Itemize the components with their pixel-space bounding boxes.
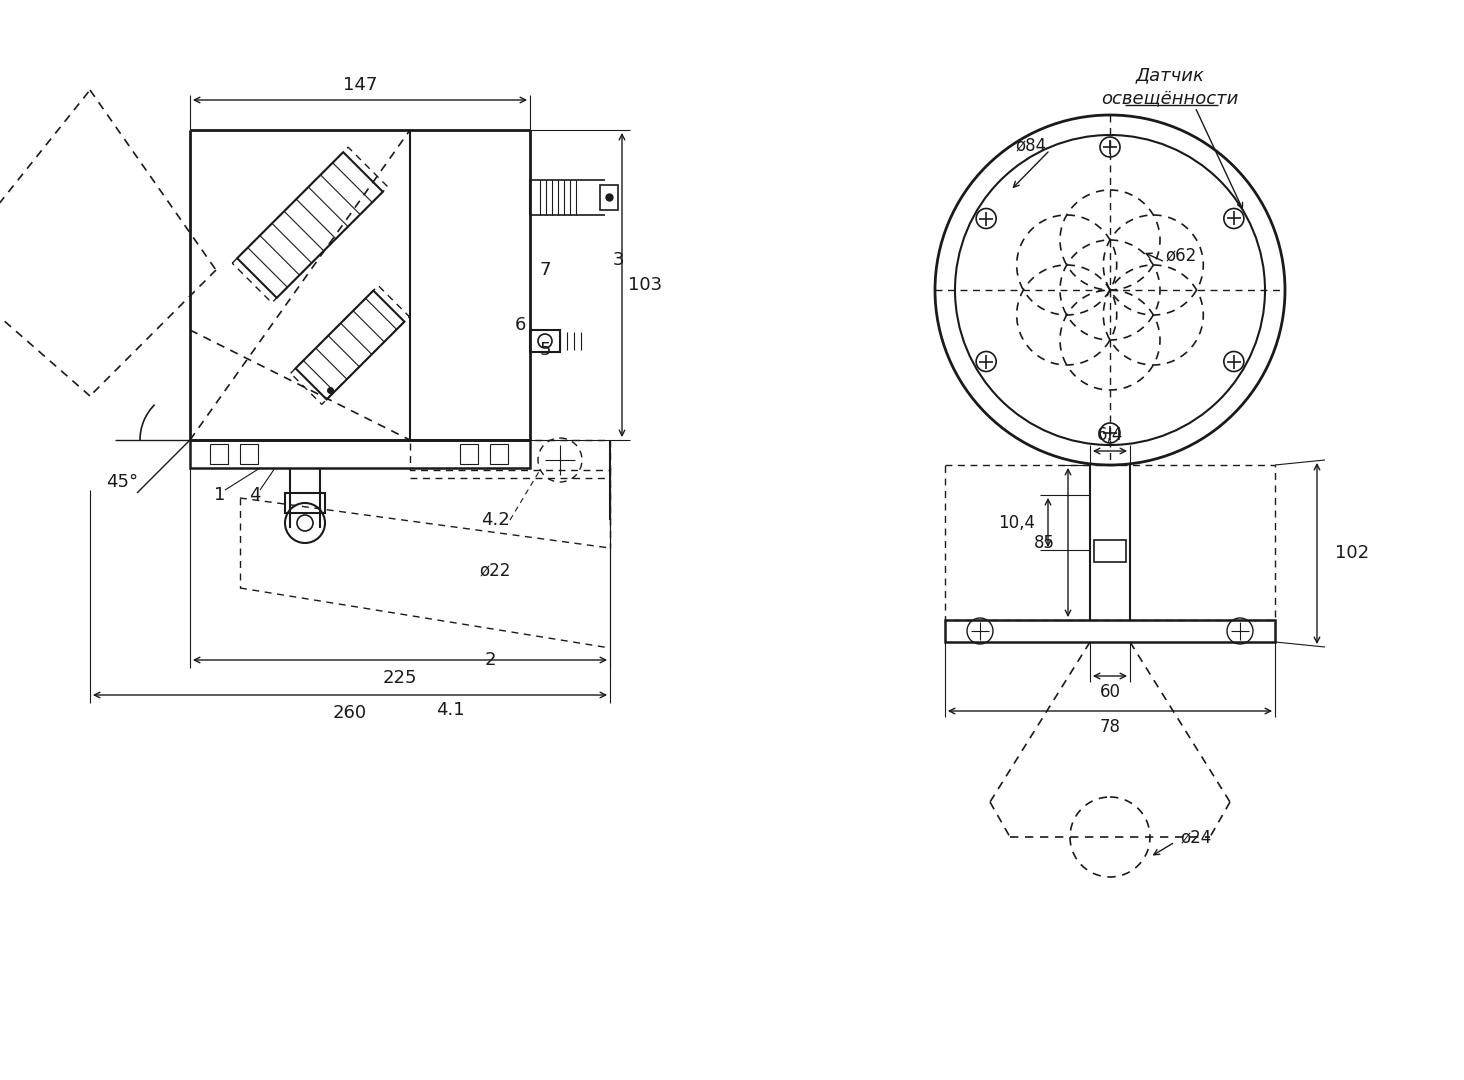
Text: 7: 7 <box>539 261 550 279</box>
Bar <box>240 444 258 464</box>
Text: 6: 6 <box>514 316 526 334</box>
Text: 4.1: 4.1 <box>436 701 464 719</box>
Bar <box>285 492 325 513</box>
Text: 103: 103 <box>628 276 662 294</box>
Text: Датчик: Датчик <box>1136 66 1205 84</box>
Bar <box>530 330 561 352</box>
Text: ø24: ø24 <box>1180 828 1211 846</box>
Text: 147: 147 <box>343 76 378 94</box>
Text: 4: 4 <box>249 486 261 504</box>
Text: 102: 102 <box>1335 544 1369 563</box>
Text: 4.2: 4.2 <box>480 511 509 529</box>
Bar <box>460 444 479 464</box>
Bar <box>600 185 618 210</box>
Text: 3: 3 <box>612 251 624 269</box>
Text: 260: 260 <box>332 704 367 723</box>
Text: 6,4: 6,4 <box>1097 426 1123 444</box>
Text: 5: 5 <box>539 341 550 359</box>
Bar <box>490 444 508 464</box>
Text: 2: 2 <box>485 651 496 669</box>
Bar <box>944 465 1275 620</box>
Bar <box>209 444 228 464</box>
Bar <box>410 440 610 470</box>
Text: ø62: ø62 <box>1165 246 1196 264</box>
Bar <box>190 440 530 468</box>
Text: 85: 85 <box>1034 534 1056 552</box>
Bar <box>1094 540 1126 562</box>
Text: 1: 1 <box>214 486 225 504</box>
Text: ø22: ø22 <box>479 561 511 579</box>
Text: освещённости: освещённости <box>1101 89 1239 107</box>
Bar <box>944 620 1275 642</box>
Text: 225: 225 <box>382 669 417 687</box>
Text: 10,4: 10,4 <box>998 513 1035 531</box>
Text: 60: 60 <box>1099 683 1120 701</box>
Text: 45°: 45° <box>105 473 138 491</box>
Text: 78: 78 <box>1099 718 1120 735</box>
Text: ø84: ø84 <box>1015 136 1047 154</box>
